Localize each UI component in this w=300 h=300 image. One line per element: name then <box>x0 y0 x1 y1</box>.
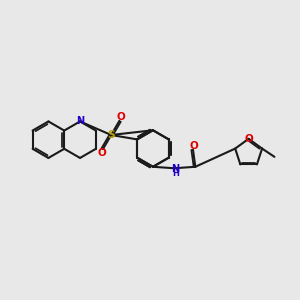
Text: N: N <box>76 116 84 126</box>
Text: O: O <box>97 148 106 158</box>
Text: H: H <box>172 169 179 178</box>
Text: O: O <box>244 134 253 144</box>
Text: O: O <box>189 141 198 151</box>
Text: N: N <box>172 164 180 174</box>
Text: O: O <box>116 112 125 122</box>
Text: S: S <box>107 130 115 140</box>
